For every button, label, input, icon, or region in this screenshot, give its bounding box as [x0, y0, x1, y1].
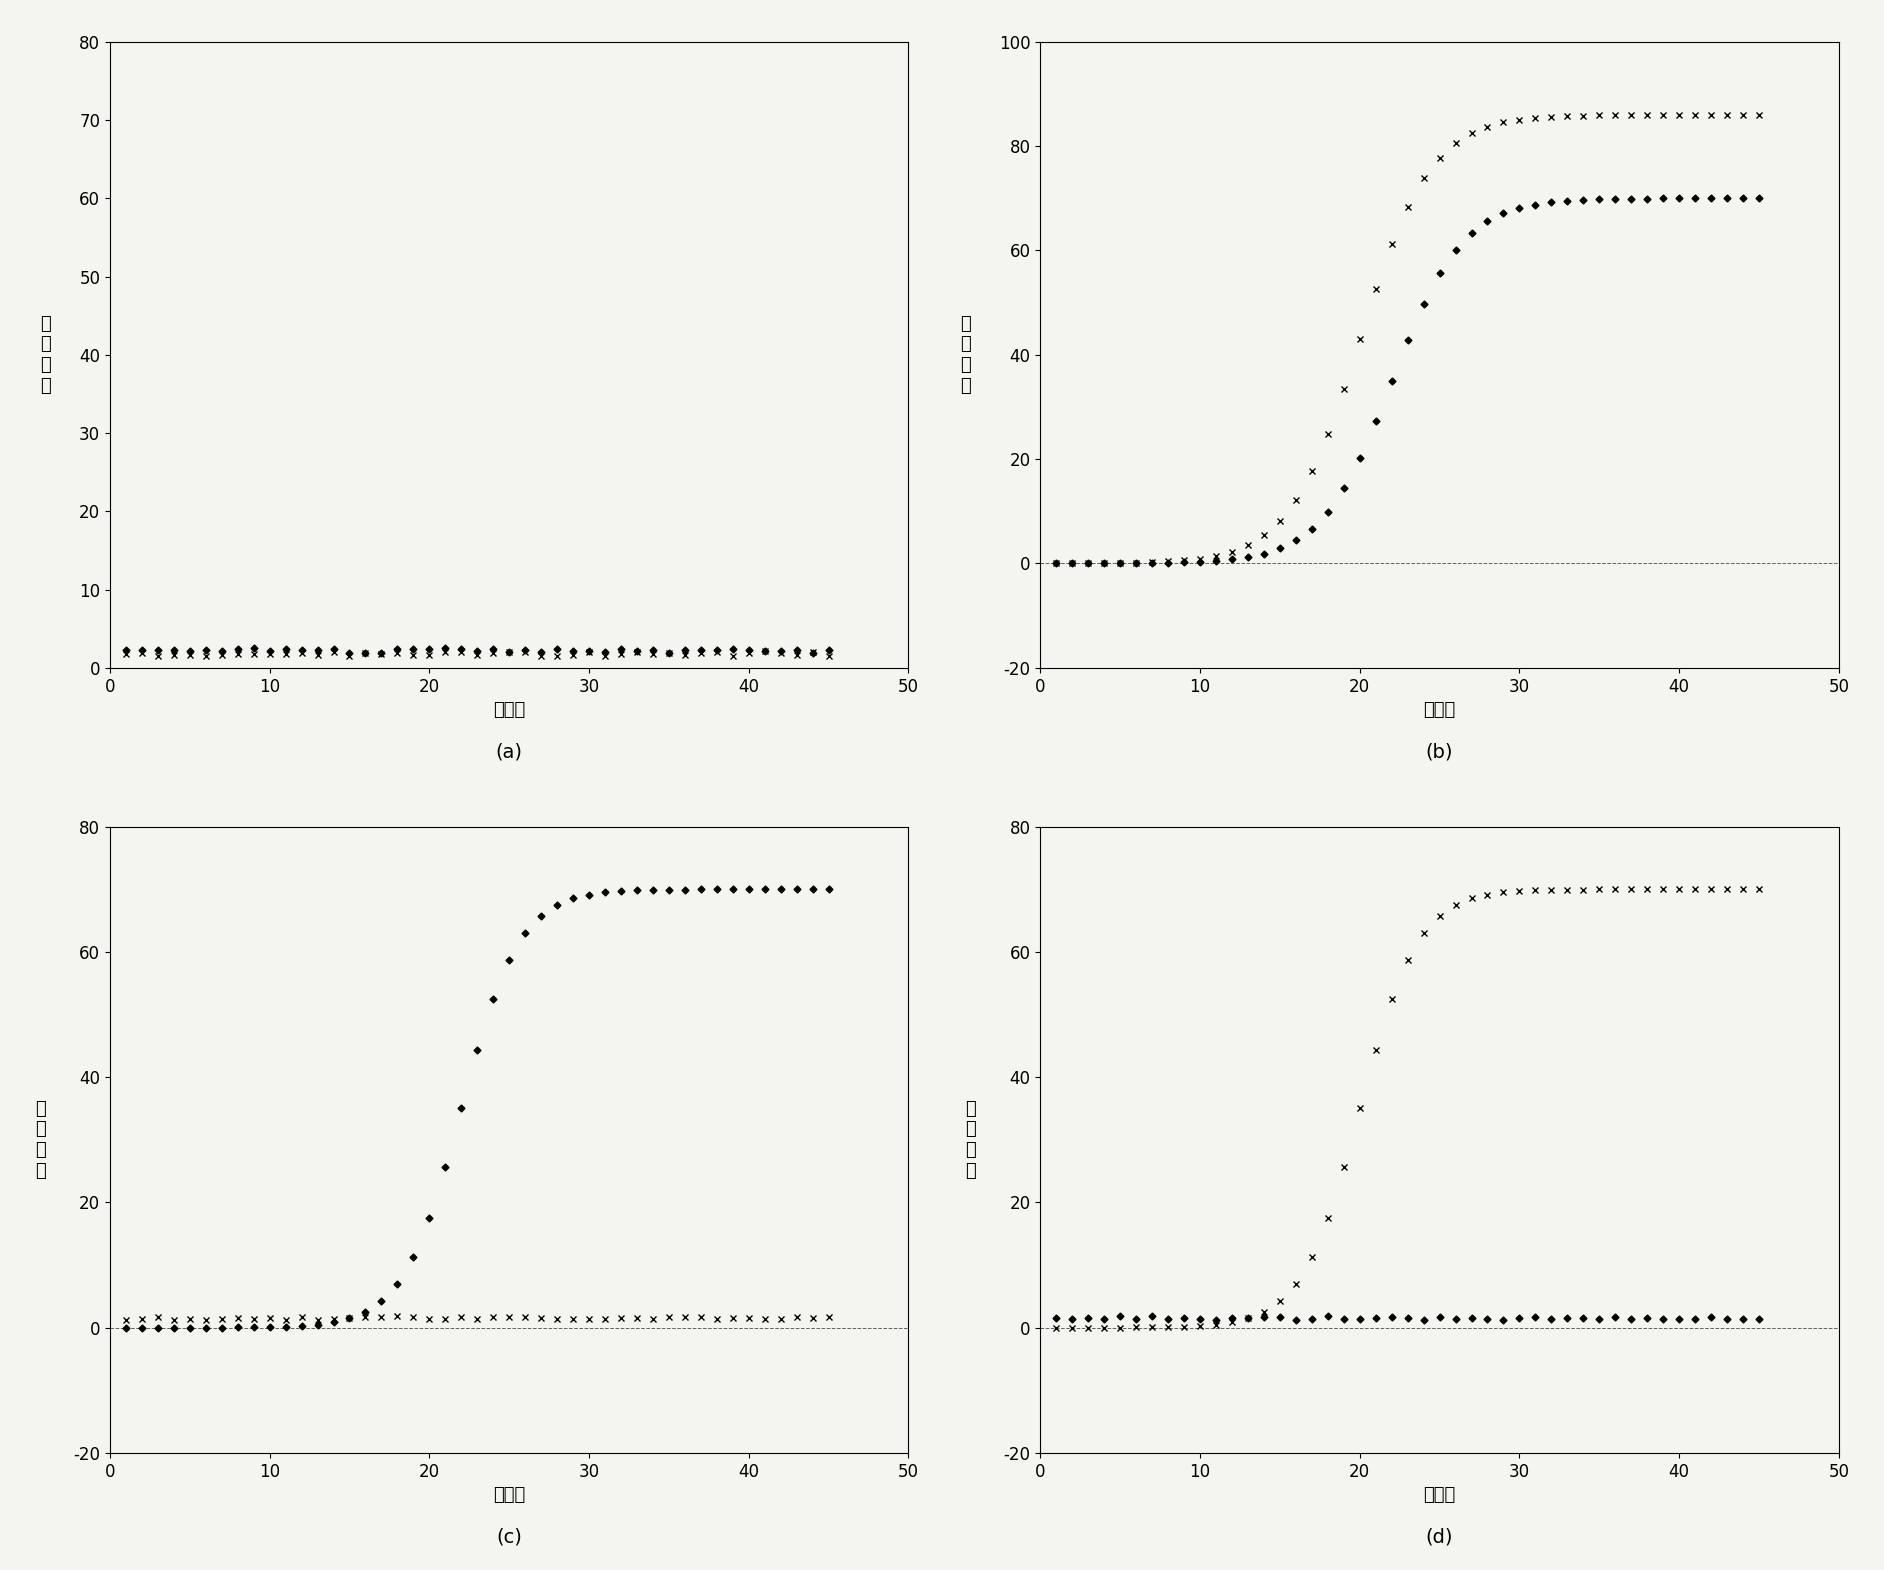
- Text: (a): (a): [495, 743, 522, 761]
- Y-axis label: 荧
光
强
度: 荧 光 强 度: [41, 314, 51, 396]
- Text: (c): (c): [495, 1528, 522, 1546]
- X-axis label: 循环数: 循环数: [1424, 1487, 1456, 1504]
- Y-axis label: 荧
光
强
度: 荧 光 强 度: [961, 314, 972, 396]
- Y-axis label: 荧
光
强
度: 荧 光 强 度: [34, 1099, 45, 1181]
- Y-axis label: 荧
光
强
度: 荧 光 强 度: [965, 1099, 976, 1181]
- Text: (b): (b): [1426, 743, 1453, 761]
- Text: (d): (d): [1426, 1528, 1453, 1546]
- X-axis label: 循环数: 循环数: [1424, 702, 1456, 719]
- X-axis label: 循环数: 循环数: [494, 702, 526, 719]
- X-axis label: 循环数: 循环数: [494, 1487, 526, 1504]
